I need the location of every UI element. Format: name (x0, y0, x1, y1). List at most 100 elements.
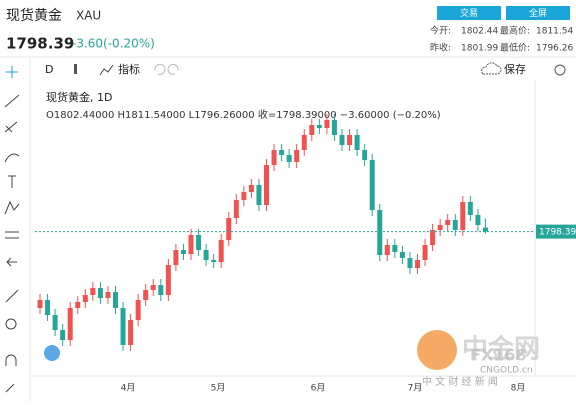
watermark-site: CNGOLD.cn (480, 366, 533, 376)
candle-body (120, 308, 126, 345)
candle-body (422, 245, 428, 260)
watermark-tagline: 中 文 财 经 新 闻 (422, 375, 498, 388)
instrument-name: 现货黄金 (6, 7, 62, 24)
candle-body (241, 192, 247, 200)
candle-body (301, 135, 307, 150)
fullscreen-button[interactable] (506, 6, 570, 20)
watermark-logo (417, 330, 457, 370)
watermark-code: FX168 (470, 346, 527, 365)
candle-body (437, 225, 443, 230)
candle-body (430, 230, 436, 245)
candle-body (316, 125, 322, 128)
price-change: -3.60(-0.20%) (72, 37, 155, 51)
watermark-brand: 中金网 (462, 334, 540, 365)
chart-logo (44, 345, 60, 361)
candle-type-icon[interactable] (74, 64, 77, 74)
candle-body (445, 220, 451, 225)
stat-label: 最高价: (500, 25, 530, 37)
x-tick-label: 6月 (311, 383, 326, 394)
candle-body (324, 120, 330, 128)
candle-body (226, 218, 232, 240)
x-tick-label: 8月 (511, 383, 526, 394)
legend-title: 现货黄金, 1D (46, 90, 112, 104)
stat-value: 1802.44 (461, 27, 498, 37)
candle-body (52, 315, 58, 330)
candle-body (203, 250, 209, 260)
save-button[interactable]: 保存 (504, 62, 526, 76)
trade-button-label[interactable]: 交易 (460, 7, 478, 19)
fullscreen-button-label[interactable]: 全屏 (529, 7, 547, 19)
candle-body (294, 150, 300, 162)
candle-body (467, 202, 473, 215)
candle-body (309, 125, 315, 135)
last-price-box (536, 224, 576, 239)
candle-body (75, 302, 81, 308)
candle-body (384, 245, 390, 255)
legend-ohlc: O1802.44000 H1811.54000 L1796.26000 收=17… (46, 108, 441, 121)
candle-body (188, 235, 194, 254)
candle-body (233, 200, 239, 218)
candle-body (135, 300, 141, 320)
stat-value: 1801.99 (461, 44, 498, 54)
undo-redo[interactable] (154, 63, 179, 75)
stat-value: 1796.26 (536, 44, 573, 54)
candle-body (180, 250, 186, 254)
settings-icon[interactable] (554, 64, 566, 76)
candle-body (45, 300, 51, 315)
candle-body (331, 120, 337, 135)
candle-body (286, 155, 292, 162)
cloud-icon[interactable] (481, 62, 502, 75)
candle-body (339, 135, 345, 145)
candle-body (211, 260, 217, 262)
candle-body (158, 285, 164, 295)
last-price-label: 1798.39 (539, 228, 576, 238)
candle-body (248, 185, 254, 192)
candle-body (37, 300, 43, 308)
stat-label: 最低价: (500, 42, 530, 54)
candle-body (369, 160, 375, 210)
candle-body (173, 250, 179, 265)
candle-body (218, 240, 224, 262)
stat-value: 1811.54 (536, 27, 573, 37)
interval-button[interactable]: D (45, 63, 53, 76)
x-tick-label: 4月 (121, 383, 136, 394)
candle-body (264, 165, 269, 205)
last-price: 1798.39 (6, 35, 74, 53)
candle-body (82, 295, 88, 302)
candle-body (452, 220, 458, 230)
candle-body (97, 288, 103, 298)
instrument-symbol: XAU (76, 9, 101, 23)
candle-body (128, 320, 134, 345)
x-tick-label: 7月 (408, 383, 423, 394)
indicator-icon[interactable] (99, 64, 114, 76)
candle-body (143, 290, 149, 300)
candle-body (279, 150, 285, 155)
trade-button[interactable] (437, 6, 501, 20)
candle-body (256, 185, 262, 205)
indicators-button[interactable]: 指标 (118, 62, 140, 76)
stat-label: 今开: (430, 25, 451, 37)
candle-body (90, 288, 96, 295)
candle-body (460, 202, 466, 230)
candle-body (362, 150, 368, 160)
candle-body (60, 330, 66, 340)
stat-label: 昨收: (430, 42, 451, 54)
candle-body (399, 252, 405, 258)
candle-body (354, 135, 360, 150)
candle-body (67, 308, 73, 340)
candle-body (407, 258, 413, 268)
candle-body (377, 210, 383, 255)
candle-body (113, 292, 118, 308)
x-tick-label: 5月 (211, 383, 226, 394)
candle-body (196, 235, 202, 250)
candle-body (475, 215, 481, 225)
candle-body (482, 227, 488, 232)
candle-body (415, 260, 420, 268)
drawing-tools[interactable] (4, 66, 20, 393)
candle-body (165, 265, 171, 295)
candle-body (392, 245, 398, 252)
candle-body (150, 285, 156, 290)
candle-body (271, 150, 277, 165)
candle-body (105, 292, 111, 298)
